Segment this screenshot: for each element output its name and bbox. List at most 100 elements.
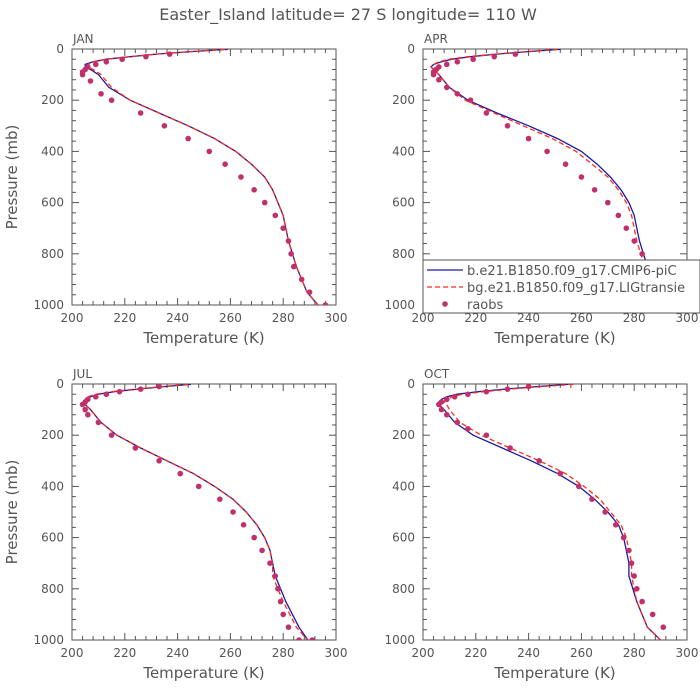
raobs-point (443, 84, 450, 91)
raobs-point (322, 302, 329, 305)
x-tick-label: 260 (570, 646, 593, 660)
y-tick-label: 400 (392, 479, 415, 493)
raobs-point (443, 396, 450, 403)
x-tick-label: 220 (113, 311, 136, 325)
plot-frame (71, 383, 337, 641)
raobs-point (238, 174, 244, 180)
raobs-point (85, 411, 91, 418)
panel-label: OCT (424, 367, 450, 381)
raobs-point (512, 51, 519, 57)
raobs-point (628, 560, 635, 566)
x-axis-label: Temperature (K) (493, 664, 615, 682)
x-axis-label: Temperature (K) (493, 329, 615, 347)
legend-entry-label: bg.e21.B1850.f09_g17.LIGtransie (467, 281, 685, 296)
raobs-point (591, 187, 598, 193)
piC-series-line (438, 384, 662, 640)
raobs-point (116, 388, 123, 395)
raobs-point (430, 71, 437, 78)
x-tick-label: 300 (676, 311, 699, 325)
y-tick-label: 200 (392, 93, 415, 107)
x-tick-label: 260 (219, 311, 242, 325)
raobs-point (161, 123, 168, 129)
x-tick-label: 200 (61, 311, 84, 325)
legend-entry-label: b.e21.B1850.f09_g17.CMIP6-piC (467, 264, 677, 279)
plot-area (79, 49, 329, 305)
legend-box (422, 259, 700, 314)
raobs-point (267, 560, 273, 566)
raobs-point (251, 187, 257, 193)
raobs-point (298, 276, 305, 283)
y-tick-label: 600 (392, 196, 415, 210)
raobs-point (443, 411, 450, 418)
y-tick-label: 800 (41, 582, 64, 596)
x-tick-label: 220 (464, 646, 487, 660)
y-tick-label: 400 (41, 144, 64, 158)
raobs-point (230, 509, 236, 515)
panel-jul: 200 220 240 260 280 300 0 200 400 600 800 1000 JUL Te… (3, 367, 347, 682)
raobs-point (454, 59, 461, 65)
x-tick-label: 280 (272, 311, 295, 325)
raobs-point (306, 289, 313, 296)
raobs-point (438, 406, 445, 413)
x-tick-label: 240 (166, 646, 189, 660)
x-tick-label: 300 (325, 646, 348, 660)
raobs-point (626, 547, 632, 554)
raobs-point (562, 161, 569, 167)
lig-series-line (87, 49, 319, 305)
x-tick-label: 200 (412, 311, 435, 325)
raobs-point (467, 97, 474, 103)
plot-area (79, 384, 316, 640)
raobs-point (507, 445, 513, 451)
raobs-point (620, 534, 627, 541)
raobs-point (612, 522, 619, 528)
raobs-point (92, 61, 99, 68)
raobs-point (660, 624, 667, 630)
y-tick-label: 400 (392, 144, 415, 158)
raobs-point (631, 573, 637, 579)
y-tick-label: 0 (407, 42, 415, 56)
y-tick-label: 1000 (33, 633, 64, 647)
y-tick-label: 0 (56, 42, 64, 56)
raobs-point (649, 611, 656, 618)
raobs-point (87, 78, 94, 84)
plot-area (436, 384, 667, 640)
raobs-point (217, 496, 223, 503)
x-tick-label: 220 (464, 311, 487, 325)
raobs-point (285, 624, 292, 630)
x-tick-label: 240 (517, 311, 540, 325)
raobs-point (156, 384, 162, 390)
raobs-point (177, 470, 184, 477)
lig-series-line (443, 384, 662, 640)
raobs-point (156, 458, 162, 464)
raobs-point (634, 586, 640, 592)
x-tick-label: 220 (113, 646, 136, 660)
y-tick-label: 200 (41, 93, 64, 107)
raobs-point (454, 419, 461, 426)
x-tick-label: 200 (61, 646, 84, 660)
raobs-point (277, 598, 284, 605)
y-tick-label: 800 (392, 582, 415, 596)
x-tick-label: 300 (676, 646, 699, 660)
raobs-point (483, 110, 490, 116)
raobs-point (103, 391, 110, 398)
x-tick-label: 280 (272, 646, 295, 660)
panel-oct: 200 220 240 260 280 300 0 200 400 600 800 1000 OCT Te… (384, 367, 698, 682)
panel-label: JAN (72, 32, 94, 46)
y-tick-label: 1000 (33, 298, 64, 312)
x-axis-label: Temperature (K) (142, 664, 264, 682)
raobs-point (465, 426, 471, 432)
y-tick-label: 1000 (384, 298, 415, 312)
raobs-point (470, 56, 476, 63)
raobs-point (491, 53, 498, 60)
piC-series-line (84, 49, 319, 305)
raobs-point (261, 199, 268, 206)
raobs-point (631, 238, 637, 244)
raobs-point (536, 458, 542, 464)
legend-marker-raobs (442, 301, 448, 307)
y-tick-label: 800 (392, 247, 415, 261)
panel-jan: 200 220 240 260 280 300 0 200 400 600 800 1000 JAN Te… (3, 32, 347, 347)
y-tick-label: 200 (41, 428, 64, 442)
x-tick-label: 240 (517, 646, 540, 660)
raobs-point (222, 161, 228, 167)
raobs-point (639, 251, 645, 257)
